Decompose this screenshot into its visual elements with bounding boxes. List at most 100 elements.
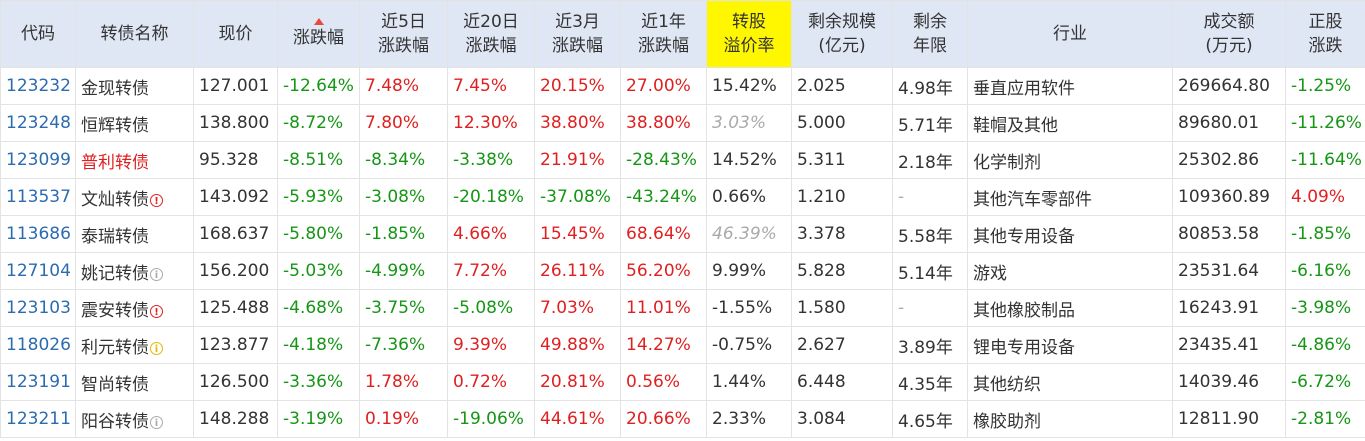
bond-name[interactable]: 利元转债 <box>81 337 149 358</box>
turnover-cell: 269664.80 <box>1172 67 1286 105</box>
info-icon[interactable]: i <box>150 415 163 429</box>
bond-name[interactable]: 泰瑞转债 <box>81 226 149 247</box>
table-row[interactable]: 123211 阳谷转债 i 148.288 -3.19% 0.19% -19.06% 44.6… <box>0 400 1365 438</box>
chg20d-cell: -5.08% <box>447 289 535 327</box>
bond-name[interactable]: 恒辉转债 <box>81 115 149 136</box>
chg20d-cell: 7.72% <box>447 252 535 290</box>
col-header-chg3m[interactable]: 近3月 涨跌幅 <box>534 0 621 68</box>
info-icon[interactable]: i <box>150 341 163 355</box>
col-header-chg1y[interactable]: 近1年 涨跌幅 <box>620 0 707 68</box>
chg20d-cell: 12.30% <box>447 104 535 142</box>
chg1y-cell: 14.27% <box>620 326 707 364</box>
industry-cell: 橡胶助剂 <box>967 400 1173 438</box>
bond-name[interactable]: 阳谷转债 <box>81 411 149 432</box>
chg1y-cell: 68.64% <box>620 215 707 253</box>
info-icon[interactable]: i <box>150 267 163 281</box>
change-cell: -8.51% <box>277 141 360 179</box>
bond-name[interactable]: 震安转债 <box>81 300 149 321</box>
chg3m-cell: 44.61% <box>534 400 621 438</box>
years-cell: - <box>892 178 968 216</box>
change-cell: -5.93% <box>277 178 360 216</box>
table-row[interactable]: 113537 文灿转债! 143.092 -5.93% -3.08% -20.18% -37… <box>0 178 1365 216</box>
stock-change-cell: -6.72% <box>1285 363 1365 401</box>
chg5d-cell: -1.85% <box>359 215 448 253</box>
turnover-cell: 23435.41 <box>1172 326 1286 364</box>
chg20d-cell: -3.38% <box>447 141 535 179</box>
col-header-years[interactable]: 剩余 年限 <box>892 0 968 68</box>
turnover-cell: 80853.58 <box>1172 215 1286 253</box>
col-header-stock-change[interactable]: 正股 涨跌 <box>1285 0 1365 68</box>
col-header-industry[interactable]: 行业 <box>967 0 1173 68</box>
col-header-name[interactable]: 转债名称 <box>75 0 194 68</box>
industry-cell: 其他橡胶制品 <box>967 289 1173 327</box>
bond-code-link[interactable]: 127104 <box>0 252 76 290</box>
chg20d-cell: 7.45% <box>447 67 535 105</box>
remaining-cell: 6.448 <box>791 363 893 401</box>
price-cell: 138.800 <box>193 104 278 142</box>
bond-name[interactable]: 姚记转债 <box>81 263 149 284</box>
chg3m-cell: 49.88% <box>534 326 621 364</box>
chg20d-cell: 0.72% <box>447 363 535 401</box>
bond-name-cell[interactable]: 金现转债 <box>75 67 194 105</box>
col-header-remaining[interactable]: 剩余规模 (亿元) <box>791 0 893 68</box>
bond-name-cell[interactable]: 普利转债 <box>75 141 194 179</box>
col-header-price[interactable]: 现价 <box>193 0 278 68</box>
bond-code-link[interactable]: 123232 <box>0 67 76 105</box>
bond-name[interactable]: 智尚转债 <box>81 374 149 395</box>
table-row[interactable]: 118026 利元转债 i 123.877 -4.18% -7.36% 9.39% 49.88… <box>0 326 1365 364</box>
remaining-cell: 1.580 <box>791 289 893 327</box>
table-row[interactable]: 123232 金现转债 127.001 -12.64% 7.48% 7.45% 20.15%… <box>0 67 1365 105</box>
bond-name-cell[interactable]: 文灿转债! <box>75 178 194 216</box>
col-header-change[interactable]: 涨跌幅 <box>277 0 360 68</box>
bond-code-link[interactable]: 123191 <box>0 363 76 401</box>
chg3m-cell: 15.45% <box>534 215 621 253</box>
table-row[interactable]: 123191 智尚转债 126.500 -3.36% 1.78% 0.72% 20.81% 0… <box>0 363 1365 401</box>
chg3m-cell: -37.08% <box>534 178 621 216</box>
warning-icon[interactable]: ! <box>150 193 163 207</box>
table-row[interactable]: 123103 震安转债! 125.488 -4.68% -3.75% -5.08% 7.03… <box>0 289 1365 327</box>
table-row[interactable]: 113686 泰瑞转债 168.637 -5.80% -1.85% 4.66% 15.45%… <box>0 215 1365 253</box>
bond-name-cell[interactable]: 泰瑞转债 <box>75 215 194 253</box>
chg5d-cell: 0.19% <box>359 400 448 438</box>
bond-code-link[interactable]: 123211 <box>0 400 76 438</box>
bond-name-cell[interactable]: 智尚转债 <box>75 363 194 401</box>
bond-code-link[interactable]: 118026 <box>0 326 76 364</box>
industry-cell: 其他专用设备 <box>967 215 1173 253</box>
table-row[interactable]: 127104 姚记转债 i 156.200 -5.03% -4.99% 7.72% 26.11… <box>0 252 1365 290</box>
col-header-turnover[interactable]: 成交额 (万元) <box>1172 0 1286 68</box>
change-cell: -3.36% <box>277 363 360 401</box>
sort-desc-icon <box>313 18 324 25</box>
bond-name-cell[interactable]: 恒辉转债 <box>75 104 194 142</box>
warning-icon[interactable]: ! <box>150 304 163 318</box>
bond-name-cell[interactable]: 震安转债! <box>75 289 194 327</box>
col-header-premium[interactable]: 转股 溢价率 <box>706 0 792 68</box>
col-header-chg20d[interactable]: 近20日 涨跌幅 <box>447 0 535 68</box>
years-cell: 4.98年 <box>892 67 968 105</box>
bond-code-link[interactable]: 123248 <box>0 104 76 142</box>
industry-cell: 化学制剂 <box>967 141 1173 179</box>
bond-code-link[interactable]: 113686 <box>0 215 76 253</box>
remaining-cell: 3.084 <box>791 400 893 438</box>
chg5d-cell: -3.75% <box>359 289 448 327</box>
bond-name-cell[interactable]: 姚记转债 i <box>75 252 194 290</box>
years-cell: 5.71年 <box>892 104 968 142</box>
industry-cell: 锂电专用设备 <box>967 326 1173 364</box>
col-header-code[interactable]: 代码 <box>0 0 76 68</box>
bond-name[interactable]: 金现转债 <box>81 78 149 99</box>
bond-name-cell[interactable]: 阳谷转债 i <box>75 400 194 438</box>
bond-name-cell[interactable]: 利元转债 i <box>75 326 194 364</box>
bond-code-link[interactable]: 123099 <box>0 141 76 179</box>
table-row[interactable]: 123099 普利转债 95.328 -8.51% -8.34% -3.38% 21.91%… <box>0 141 1365 179</box>
chg5d-cell: -4.99% <box>359 252 448 290</box>
premium-cell: -1.55% <box>706 289 792 327</box>
bond-name[interactable]: 文灿转债 <box>81 189 149 210</box>
table-row[interactable]: 123248 恒辉转债 138.800 -8.72% 7.80% 12.30% 38.80%… <box>0 104 1365 142</box>
bond-code-link[interactable]: 123103 <box>0 289 76 327</box>
bond-name[interactable]: 普利转债 <box>81 152 149 173</box>
chg5d-cell: -3.08% <box>359 178 448 216</box>
price-cell: 168.637 <box>193 215 278 253</box>
col-header-chg5d[interactable]: 近5日 涨跌幅 <box>359 0 448 68</box>
remaining-cell: 3.378 <box>791 215 893 253</box>
bond-code-link[interactable]: 113537 <box>0 178 76 216</box>
